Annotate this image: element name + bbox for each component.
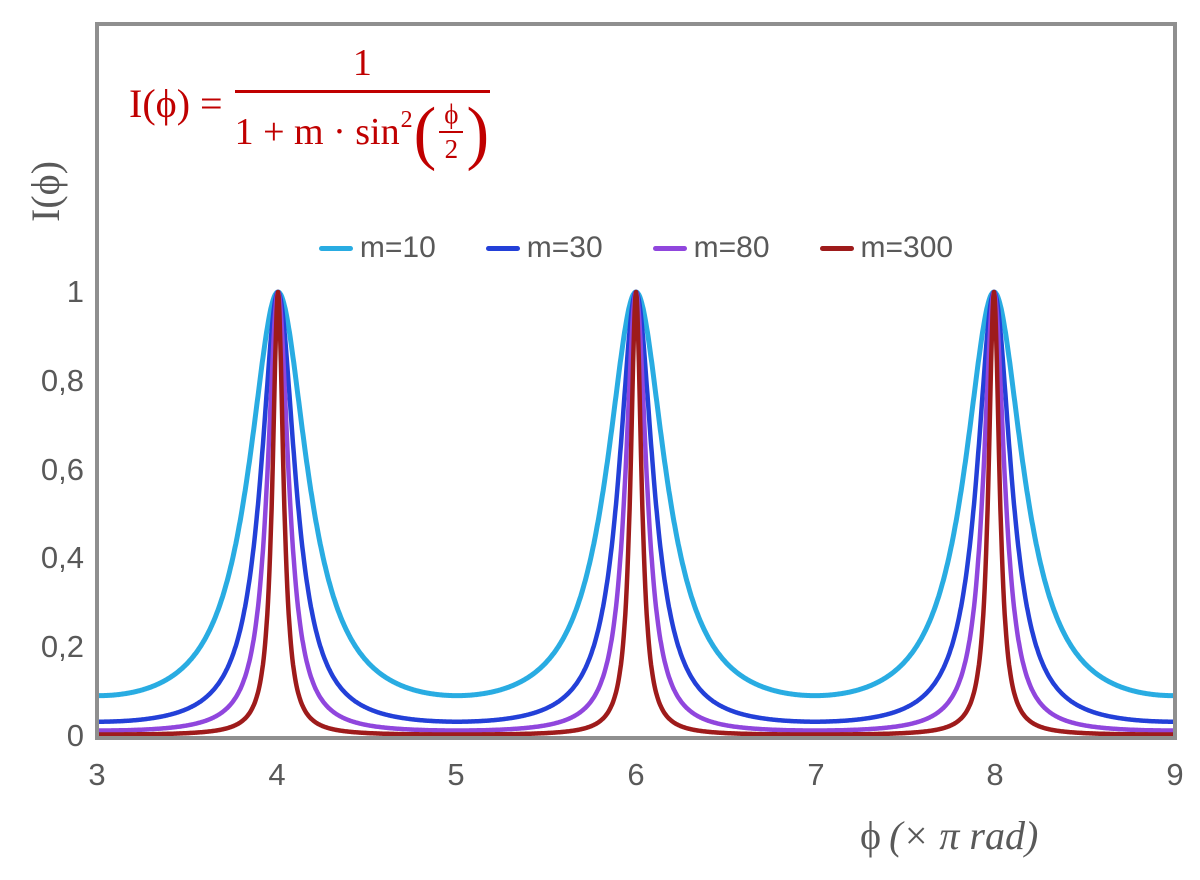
legend-swatch-m300	[819, 245, 854, 251]
den-text: 1 + m · sin	[234, 111, 400, 153]
legend-swatch-m30	[485, 245, 520, 251]
y-tick-label: 0,2	[40, 629, 84, 664]
x-tick-label: 6	[627, 757, 645, 792]
legend-swatch-m80	[652, 245, 687, 251]
inner-numerator: ϕ	[439, 101, 464, 133]
x-title-phi: ϕ	[860, 813, 882, 858]
formula: I(ϕ) = 1 1 + m · sin 2 ( ϕ 2 )	[129, 42, 491, 172]
inner-denominator: 2	[444, 134, 459, 164]
legend-item-m30: m=30	[485, 231, 603, 265]
y-tick-label: 0,4	[40, 540, 84, 575]
x-tick-label: 4	[268, 757, 286, 792]
x-tick-label: 9	[1166, 757, 1184, 792]
y-tick-label: 0,8	[40, 363, 84, 398]
legend-label-m10: m=10	[359, 231, 436, 264]
curves-svg	[99, 289, 1173, 736]
legend-swatch-m10	[318, 245, 353, 251]
legend-item-m80: m=80	[652, 231, 770, 265]
y-tick-label: 0	[66, 718, 84, 753]
y-axis-title: I(ϕ)	[23, 160, 68, 222]
y-tick-label: 1	[66, 274, 84, 309]
x-axis-title: ϕ (× π rad)	[860, 812, 1038, 859]
plot-area: I(ϕ) = 1 1 + m · sin 2 ( ϕ 2 ) m=10	[95, 22, 1177, 740]
inner-fraction: ϕ 2	[439, 101, 464, 164]
close-paren: )	[466, 91, 490, 172]
fraction-bar	[234, 90, 491, 93]
x-title-unit: (× π rad)	[889, 813, 1039, 858]
legend-label-m300: m=300	[860, 231, 954, 264]
legend: m=10 m=30 m=80 m=300	[99, 231, 1173, 265]
curve-m300	[99, 289, 1173, 736]
formula-denominator: 1 + m · sin 2 ( ϕ 2 )	[234, 91, 490, 172]
x-tick-label: 5	[447, 757, 465, 792]
legend-item-m300: m=300	[819, 231, 954, 265]
legend-label-m80: m=80	[693, 231, 770, 264]
open-paren: (	[413, 91, 437, 172]
x-tick-label: 3	[88, 757, 106, 792]
curve-m80	[99, 289, 1173, 733]
legend-label-m30: m=30	[526, 231, 603, 264]
legend-item-m10: m=10	[318, 231, 436, 265]
x-tick-label: 8	[986, 757, 1004, 792]
x-tick-label: 7	[807, 757, 825, 792]
curve-m30	[99, 289, 1173, 724]
formula-lhs: I(ϕ) =	[129, 80, 223, 126]
y-tick-label: 0,6	[40, 452, 84, 487]
formula-numerator: 1	[352, 42, 372, 84]
formula-fraction: 1 1 + m · sin 2 ( ϕ 2 )	[234, 42, 491, 172]
